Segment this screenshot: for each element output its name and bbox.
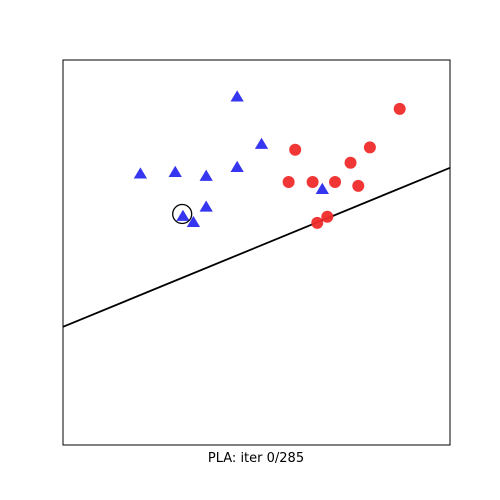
highlight-ring — [172, 203, 193, 225]
triangle-point — [254, 137, 269, 149]
triangle-point — [176, 209, 190, 221]
circle-point — [329, 176, 342, 189]
plot-frame — [62, 59, 451, 446]
triangle-point — [230, 160, 244, 172]
triangle-point — [199, 169, 213, 181]
circle-point — [282, 176, 295, 189]
triangle-point — [133, 167, 148, 179]
circle-point — [344, 156, 357, 169]
triangle-point — [168, 165, 182, 178]
circle-point — [311, 216, 324, 229]
triangle-point — [315, 182, 329, 194]
circle-point — [352, 179, 365, 192]
circle-point — [306, 176, 319, 189]
x-axis-label: PLA: iter 0/285 — [208, 451, 304, 466]
triangle-point — [186, 215, 201, 228]
circle-point — [393, 102, 406, 115]
markers-layer — [133, 90, 406, 229]
circle-point — [321, 210, 334, 223]
triangle-point — [230, 90, 244, 102]
circle-point — [363, 141, 376, 154]
triangle-point — [199, 200, 213, 212]
decision-line-layer — [63, 166, 450, 328]
circle-point — [289, 143, 302, 156]
decision-boundary-line — [63, 166, 450, 328]
